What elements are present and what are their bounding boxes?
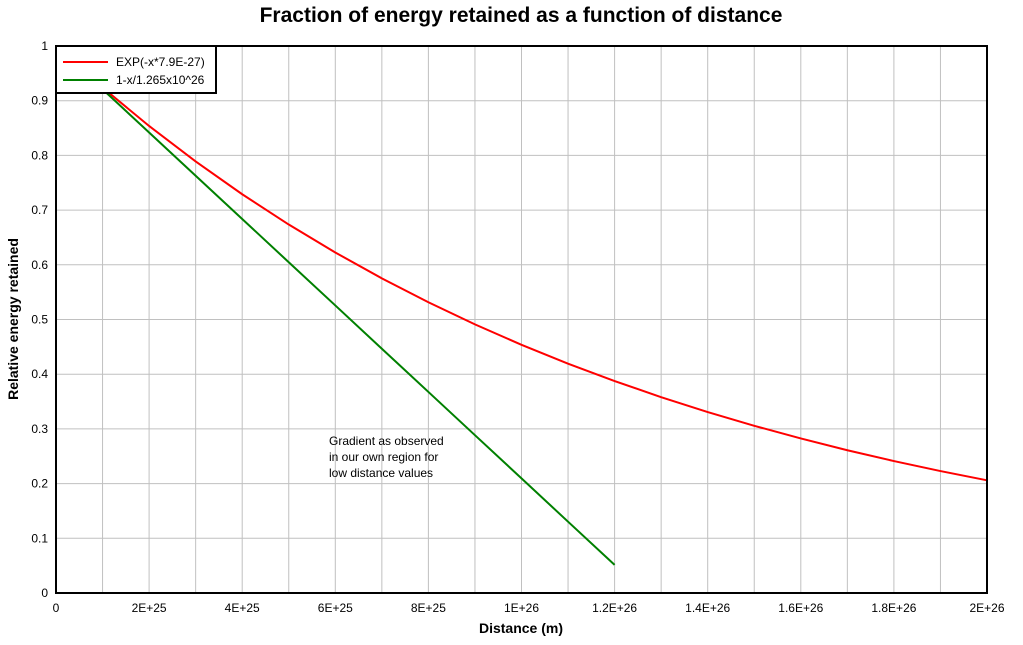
x-tick-label: 0: [53, 601, 60, 615]
x-tick-label: 6E+25: [318, 601, 353, 615]
y-tick-label: 0.7: [31, 203, 48, 217]
plot-frame: [55, 45, 988, 594]
y-tick-label: 0.1: [31, 531, 48, 545]
y-tick-label: 0.9: [31, 94, 48, 108]
annotation: Gradient as observed in our own region f…: [329, 434, 444, 480]
annotation-line: Gradient as observed: [329, 434, 444, 448]
x-tick-label: 1.2E+26: [592, 601, 637, 615]
x-tick-label: 2E+25: [132, 601, 167, 615]
x-tick-label: 2E+26: [969, 601, 1004, 615]
annotation-line: in our own region for: [329, 450, 438, 464]
tick-labels: 0 0.1 0.2 0.3 0.4 0.5 0.6 0.7 0.8 0.9 1 0 2E+25 4E+25…: [31, 39, 1005, 615]
y-tick-label: 0.3: [31, 422, 48, 436]
x-tick-label: 1E+26: [504, 601, 539, 615]
chart-title: Fraction of energy retained as a functio…: [260, 4, 783, 27]
annotation-line: low distance values: [329, 466, 433, 480]
y-tick-label: 0.8: [31, 148, 48, 162]
x-tick-label: 8E+25: [411, 601, 446, 615]
x-tick-label: 4E+25: [225, 601, 260, 615]
y-tick-label: 0.2: [31, 477, 48, 491]
legend-label: 1-x/1.265x10^26: [116, 73, 205, 87]
legend: EXP(-x*7.9E-27) 1-x/1.265x10^26: [55, 45, 217, 94]
x-axis-label: Distance (m): [479, 620, 563, 636]
legend-box: [55, 45, 217, 94]
x-tick-label: 1.4E+26: [685, 601, 730, 615]
series-line-0: [55, 45, 988, 482]
y-axis-label: Relative energy retained: [5, 238, 21, 400]
y-tick-label: 0.4: [31, 367, 48, 381]
legend-label: EXP(-x*7.9E-27): [116, 55, 205, 69]
x-tick-label: 1.8E+26: [871, 601, 916, 615]
series-group: [55, 45, 988, 566]
x-tick-label: 1.6E+26: [778, 601, 823, 615]
series-line-1: [55, 45, 616, 566]
y-tick-label: 1: [41, 39, 48, 53]
y-tick-label: 0: [41, 586, 48, 600]
grid: [56, 45, 987, 594]
y-tick-label: 0.5: [31, 313, 48, 327]
y-tick-label: 0.6: [31, 258, 48, 272]
